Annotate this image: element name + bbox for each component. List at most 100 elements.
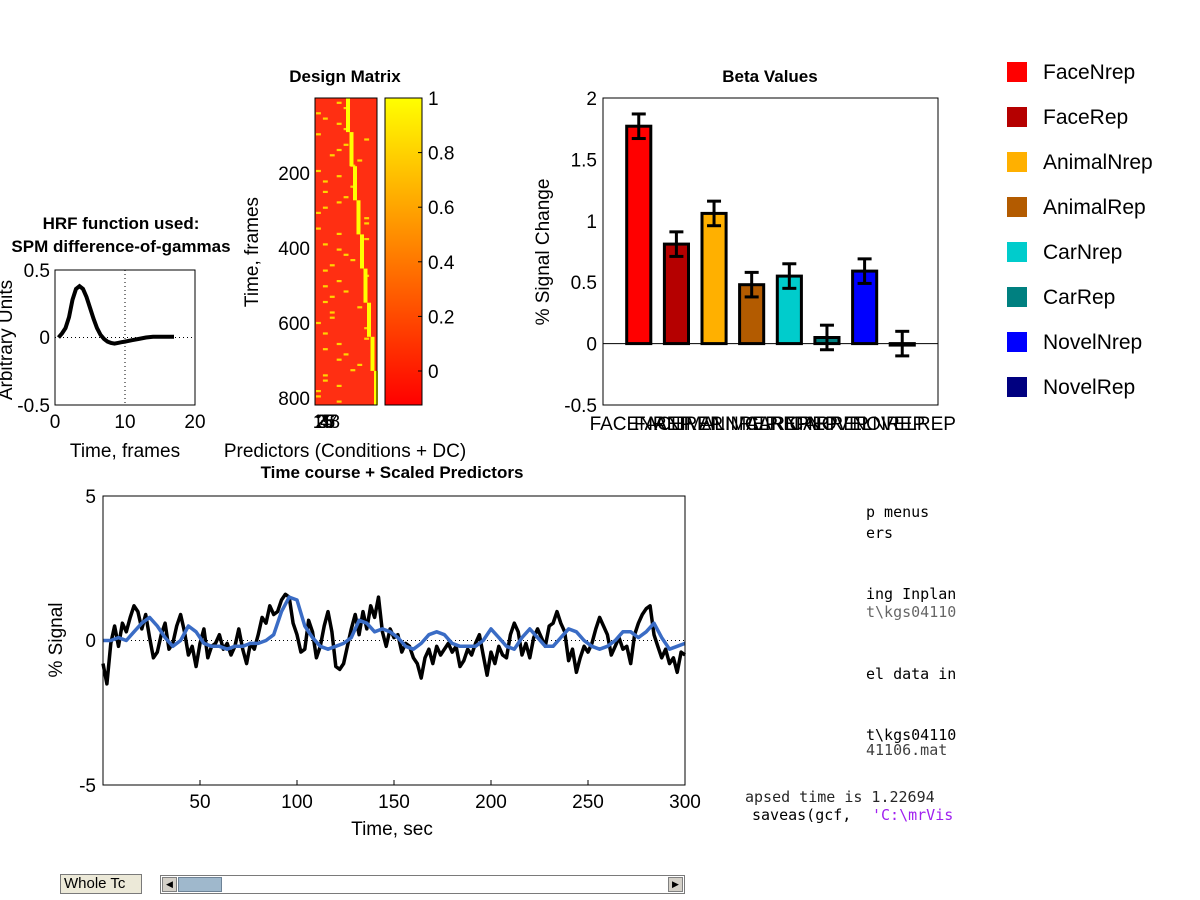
design-matrix-cells [316,98,378,405]
tc-xtick: 50 [189,792,210,813]
beta-xticks: FACENREPFACEREPANIMALNREPANIMALREPCARNRE… [590,414,956,435]
dm-event-cell [343,353,349,356]
beta-title: Beta Values [722,67,817,86]
beta-ytick: 0 [586,335,597,356]
legend-swatch [1007,287,1027,307]
dm-xtick: 6 [325,412,336,433]
dm-dc-column [367,302,371,337]
dm-event-cell [364,337,370,340]
legend-swatch [1007,197,1027,217]
tc-xtick: 200 [475,792,507,813]
dm-xtick: 1 [313,412,324,433]
colorbar-ticks: 0 0.2 0.4 0.6 0.8 1 [418,89,455,383]
dm-dc-column [370,336,375,371]
beta-bar [700,211,728,346]
dm-event-cell [350,369,356,372]
dm-ytick: 200 [278,164,310,185]
dm-event-cell [316,169,321,173]
beta-yticks: -0.5 0 0.5 1 1.5 2 [564,89,597,417]
beta-ytick: 1 [586,212,597,233]
dm-event-cell [336,358,342,361]
tc-xtick: 250 [572,792,604,813]
hrf-xlabel: Time, frames [70,441,180,462]
dm-event-cell [316,395,321,398]
dm-xtick: 2 [315,412,326,433]
dm-event-cell [329,264,335,267]
dm-dc-column [353,166,357,201]
scroll-left-arrow-icon[interactable]: ◀ [162,877,177,892]
colorbar-tick-label: 0.6 [428,198,454,219]
legend-label: NovelNrep [1043,331,1142,354]
beta-axes-bg [603,98,938,405]
hrf-xtick: 0 [50,412,61,433]
scroll-thumb[interactable] [178,877,222,892]
legend: FaceNrep FaceRep AnimalNrep AnimalRep CarNre… [1007,61,1153,399]
dm-dc-column [356,200,361,235]
dm-event-cell [322,332,328,335]
dm-event-cell [357,306,363,309]
hrf-subtitle: SPM difference-of-gammas [11,237,230,256]
dm-event-cell [364,327,370,330]
dm-event-cell [336,342,342,346]
beta-xtick: CARNREP [745,414,838,435]
dm-event-cell [322,117,328,120]
legend-label: AnimalNrep [1043,151,1153,174]
beta-xtick: FACENREP [590,414,692,435]
hrf-plot: HRF function used: SPM difference-of-gam… [0,214,231,462]
dm-event-cell [336,232,342,235]
dm-event-cell [322,285,328,288]
dm-event-cell [322,206,328,209]
dm-dc-column [374,370,378,405]
dm-event-cell [336,122,342,125]
beta-xtick: NOVELREP [852,414,955,435]
dm-dc-column [346,98,350,133]
time-scrollbar[interactable]: ◀ ▶ [160,875,685,894]
dm-event-cell [316,227,321,230]
hrf-ytick: 0.5 [24,261,50,282]
console-line: el data in [866,665,956,683]
dm-dc-column [363,268,368,303]
dm-event-cell [336,400,342,403]
console-line: t\kgs04110 [866,726,956,744]
colorbar [384,97,423,406]
dm-event-cell [316,390,321,393]
dm-event-cell [316,211,321,214]
dm-event-cell [357,159,363,162]
colorbar-tick-label: 0.8 [428,144,454,165]
beta-xtick: ANIMALREP [699,414,809,435]
dm-xtick: 5 [322,412,333,433]
dm-event-cell [364,217,370,220]
dm-event-cell [329,316,335,319]
dm-event-cell [322,269,328,272]
legend-label: FaceRep [1043,106,1128,129]
design-matrix-xlabel: Predictors (Conditions + DC) [224,441,466,462]
hrf-xtick: 20 [184,412,205,433]
legend-label: CarNrep [1043,241,1122,264]
legend-label: NovelRep [1043,376,1135,399]
design-matrix-box [314,97,378,406]
timecourse-plot: Time course + Scaled Predictors 5 0 -5 5… [46,463,701,840]
dm-event-cell [322,379,328,382]
dm-event-cell [364,238,370,241]
whole-tc-button[interactable]: Whole Tc [60,874,142,894]
dm-event-cell [343,290,349,293]
dm-event-cell [322,300,328,304]
dm-event-cell [343,143,349,146]
legend-label: AnimalRep [1043,196,1146,219]
legend-swatch [1007,62,1027,82]
console-line: apsed time is 1.22694 [745,788,935,806]
hrf-ylabel: Arbitrary Units [0,280,17,400]
tc-xtick: 150 [378,792,410,813]
dm-event-cell [364,222,370,225]
dm-event-cell [329,295,335,298]
dm-event-cell [316,112,321,115]
timecourse-predictor-line [103,595,686,651]
hrf-curve [56,283,174,346]
tc-ytick: 5 [85,487,96,508]
console-line: t\kgs04110 [866,603,956,621]
scroll-right-arrow-icon[interactable]: ▶ [668,877,683,892]
dm-event-cell [316,321,321,325]
